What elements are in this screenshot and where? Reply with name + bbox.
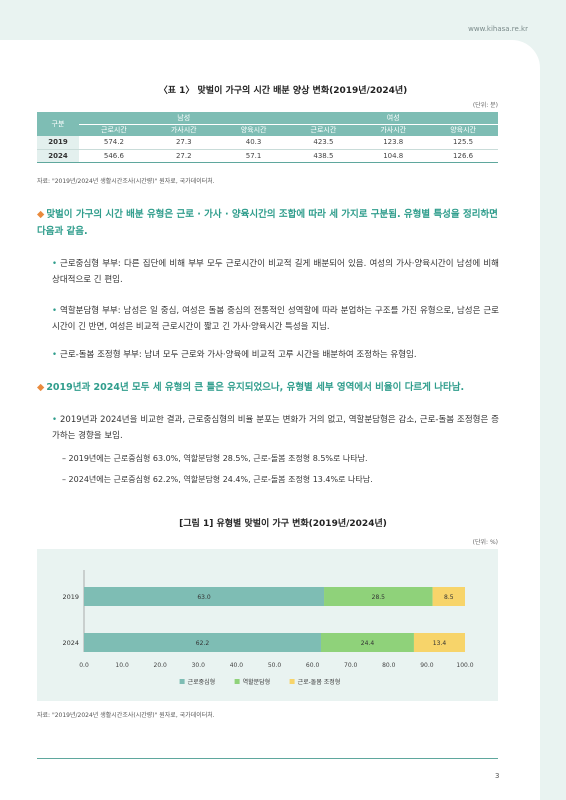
table-cell: 546.6 bbox=[79, 149, 149, 163]
bar-segment bbox=[320, 633, 414, 652]
figure-source: 자료: "2019년/2024년 생활시간조사(시간량)" 원자료, 국가데이터… bbox=[37, 712, 215, 719]
x-tick-label: 20.0 bbox=[154, 662, 168, 669]
x-tick-label: 50.0 bbox=[268, 662, 282, 669]
column-header: 근로시간 bbox=[79, 124, 149, 136]
table-cell: 57.1 bbox=[218, 149, 289, 163]
sub-item: – 2024년에는 근로중심형 62.2%, 역할분담형 24.4%, 근로-돌… bbox=[62, 475, 373, 484]
bullet-dot-icon: • bbox=[52, 259, 58, 269]
figure-unit: (단위: %) bbox=[472, 539, 498, 546]
site-url[interactable]: www.kihasa.re.kr bbox=[468, 25, 528, 33]
bar-segment bbox=[324, 587, 433, 606]
legend-label: 근로-돌봄 조정형 bbox=[298, 678, 341, 686]
footer-rule bbox=[37, 758, 498, 759]
legend-swatch bbox=[179, 679, 185, 684]
table-unit: (단위: 분) bbox=[472, 102, 498, 109]
table-cell: 438.5 bbox=[288, 149, 359, 163]
table-corner-header: 구분 bbox=[37, 112, 79, 136]
table-cell: 27.2 bbox=[148, 149, 219, 163]
list-item: • 근로-돌봄 조정형 부부: 남녀 모두 근로와 가사·양육에 비교적 고루 시… bbox=[52, 350, 417, 360]
table-cell: 126.6 bbox=[428, 149, 498, 163]
bullet-dot-icon: • bbox=[52, 415, 58, 425]
section1-heading: ◆ 맞벌이 가구의 시간 배분 유형은 근로 · 가사 · 양육시간의 조합에 따… bbox=[37, 209, 498, 237]
list-item: • 역할분담형 부부: 남성은 일 중심, 여성은 돌봄 중심의 전통적인 성역할… bbox=[52, 306, 499, 332]
category-label: 2024 bbox=[62, 639, 79, 647]
legend-swatch bbox=[234, 679, 240, 684]
column-header: 양육시간 bbox=[428, 124, 498, 136]
table-row: 2024 546.6 27.2 57.1 438.5 104.8 126.6 bbox=[37, 149, 498, 163]
diamond-bullet-icon: ◆ bbox=[37, 382, 45, 393]
x-tick-label: 0.0 bbox=[79, 662, 89, 669]
list-item: • 근로중심형 부부: 다른 집단에 비해 부부 모두 근로시간이 비교적 길게 … bbox=[52, 259, 499, 285]
data-label: 24.4 bbox=[361, 640, 375, 647]
x-tick-label: 10.0 bbox=[115, 662, 129, 669]
data-label: 8.5 bbox=[444, 594, 454, 601]
column-header: 가사시간 bbox=[358, 124, 429, 136]
dash-icon: – bbox=[62, 454, 69, 463]
group-header-female: 여성 bbox=[288, 112, 498, 125]
legend-label: 역할분담형 bbox=[243, 678, 271, 686]
x-tick-label: 80.0 bbox=[382, 662, 396, 669]
table-cell: 123.8 bbox=[358, 136, 429, 150]
data-label: 13.4 bbox=[433, 640, 447, 647]
table-source: 자료: "2019년/2024년 생활시간조사(시간량)" 원자료, 국가데이터… bbox=[37, 178, 215, 185]
legend-swatch bbox=[289, 679, 295, 684]
column-header: 근로시간 bbox=[288, 124, 359, 136]
category-label: 2019 bbox=[62, 593, 79, 601]
chart-background bbox=[37, 549, 498, 701]
x-tick-label: 30.0 bbox=[192, 662, 206, 669]
x-tick-label: 90.0 bbox=[420, 662, 434, 669]
table-cell: 40.3 bbox=[218, 136, 289, 150]
table-title: 〈표 1〉 맞벌이 가구의 시간 배분 양상 변화(2019년/2024년) bbox=[158, 86, 408, 96]
data-label: 63.0 bbox=[197, 594, 211, 601]
x-tick-label: 60.0 bbox=[306, 662, 320, 669]
sub-item: – 2019년에는 근로중심형 63.0%, 역할분담형 28.5%, 근로-돌… bbox=[62, 454, 368, 463]
table-row: 2019 574.2 27.3 40.3 423.5 123.8 125.5 bbox=[37, 136, 498, 150]
bullet-dot-icon: • bbox=[52, 350, 58, 360]
time-allocation-table: 구분 남성 여성 근로시간 가사시간 양육시간 근로시간 가사시간 양육시간 2… bbox=[37, 112, 498, 163]
x-tick-label: 100.0 bbox=[456, 662, 473, 669]
table-cell: 104.8 bbox=[358, 149, 429, 163]
group-header-male: 남성 bbox=[79, 112, 289, 125]
row-year: 2019 bbox=[37, 136, 79, 150]
table-cell: 27.3 bbox=[148, 136, 219, 150]
bar-segment bbox=[84, 633, 321, 652]
table-cell: 125.5 bbox=[428, 136, 498, 150]
figure-title: [그림 1] 유형별 맞벌이 가구 변화(2019년/2024년) bbox=[179, 519, 387, 529]
page-number: 3 bbox=[495, 772, 500, 780]
column-header: 양육시간 bbox=[218, 124, 289, 136]
section2-heading: ◆ 2019년과 2024년 모두 세 유형의 큰 틀은 유지되었으나, 유형별 … bbox=[37, 382, 465, 393]
bar-segment bbox=[84, 587, 325, 606]
x-tick-label: 70.0 bbox=[344, 662, 358, 669]
data-label: 62.2 bbox=[196, 640, 210, 647]
data-label: 28.5 bbox=[372, 594, 386, 601]
bullet-dot-icon: • bbox=[52, 306, 58, 316]
legend-label: 근로중심형 bbox=[188, 678, 216, 686]
table-cell: 574.2 bbox=[79, 136, 149, 150]
list-item: • 2019년과 2024년을 비교한 결과, 근로중심형의 비율 분포는 변화가… bbox=[52, 415, 499, 441]
dash-icon: – bbox=[62, 475, 69, 484]
table-cell: 423.5 bbox=[288, 136, 359, 150]
x-tick-label: 40.0 bbox=[230, 662, 244, 669]
bar-segment bbox=[432, 587, 465, 606]
column-header: 가사시간 bbox=[148, 124, 219, 136]
row-year: 2024 bbox=[37, 149, 79, 163]
bar-segment bbox=[413, 633, 465, 652]
diamond-bullet-icon: ◆ bbox=[37, 209, 45, 220]
